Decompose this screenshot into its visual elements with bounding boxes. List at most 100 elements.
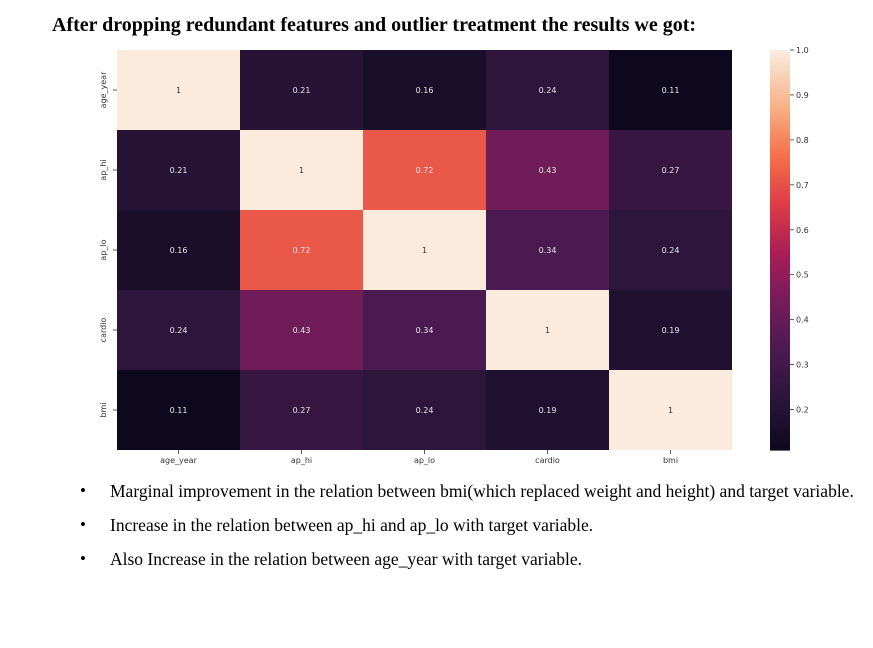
colorbar-segment: [770, 414, 790, 419]
colorbar-segment: [770, 142, 790, 147]
colorbar-segment: [770, 278, 790, 283]
colorbar-segment: [770, 338, 790, 343]
colorbar-segment: [770, 58, 790, 63]
bullet-list: • Marginal improvement in the relation b…: [80, 476, 870, 578]
colorbar-segment: [770, 122, 790, 127]
heatmap-cell-label: 1: [545, 326, 550, 335]
colorbar-segment: [770, 230, 790, 235]
colorbar-segment: [770, 394, 790, 399]
bullet-marker: •: [80, 549, 86, 568]
heatmap-cell: [117, 210, 240, 290]
colorbar-segment: [770, 118, 790, 123]
colorbar-segment: [770, 94, 790, 99]
colorbar-segment: [770, 234, 790, 239]
heatmap-cell-label: 0.72: [293, 246, 311, 255]
colorbar-segment: [770, 250, 790, 255]
heatmap-cell: [363, 370, 486, 450]
colorbar-segment: [770, 62, 790, 67]
colorbar-segment: [770, 210, 790, 215]
colorbar-segment: [770, 426, 790, 431]
colorbar-segment: [770, 258, 790, 263]
colorbar-segment: [770, 298, 790, 303]
row-tick-label: bmi: [99, 402, 108, 417]
heatmap-cell-label: 0.24: [416, 406, 434, 415]
colorbar-segment: [770, 102, 790, 107]
colorbar-segment: [770, 362, 790, 367]
colorbar-segment: [770, 194, 790, 199]
heatmap-cell-label: 1: [668, 406, 673, 415]
bullet-text: Also Increase in the relation between ag…: [110, 549, 582, 569]
colorbar-segment: [770, 406, 790, 411]
col-tick-label: age_year: [160, 456, 197, 465]
row-tick-label: age_year: [99, 71, 108, 108]
colorbar-segment: [770, 130, 790, 135]
colorbar-segment: [770, 322, 790, 327]
colorbar-segment: [770, 306, 790, 311]
colorbar-segment: [770, 434, 790, 439]
colorbar-segment: [770, 314, 790, 319]
colorbar-segment: [770, 378, 790, 383]
heatmap-cell-label: 0.21: [170, 166, 188, 175]
heatmap-cell-label: 0.34: [539, 246, 557, 255]
colorbar-segment: [770, 110, 790, 115]
heatmap-cell-label: 0.43: [539, 166, 557, 175]
colorbar-segment: [770, 366, 790, 371]
colorbar-segment: [770, 386, 790, 391]
colorbar-tick-label: 0.6: [796, 226, 809, 235]
colorbar-segment: [770, 370, 790, 375]
colorbar-segment: [770, 186, 790, 191]
bullet-item: • Increase in the relation between ap_hi…: [80, 510, 870, 540]
colorbar-segment: [770, 274, 790, 279]
row-tick-label: ap_lo: [99, 239, 108, 260]
colorbar-segment: [770, 182, 790, 187]
heatmap-cell: [117, 130, 240, 210]
colorbar-segment: [770, 422, 790, 427]
heatmap-cell-label: 0.34: [416, 326, 434, 335]
correlation-heatmap: 1 0.21 0.16 0.24 0.110.21 1 0.72 0.43 0.270.16 0.…: [99, 46, 809, 465]
colorbar-segment: [770, 174, 790, 179]
heatmap-cell: [609, 130, 732, 210]
colorbar-tick-label: 0.4: [796, 316, 809, 325]
colorbar-segment: [770, 158, 790, 163]
bullet-marker: •: [80, 481, 86, 500]
colorbar-segment: [770, 342, 790, 347]
colorbar-segment: [770, 86, 790, 91]
colorbar-segment: [770, 146, 790, 151]
colorbar-segment: [770, 418, 790, 423]
colorbar-segment: [770, 202, 790, 207]
colorbar-segment: [770, 238, 790, 243]
heatmap-cell: [486, 130, 609, 210]
heatmap-cell: [609, 290, 732, 370]
colorbar-segment: [770, 358, 790, 363]
heatmap-cell: [363, 130, 486, 210]
colorbar-segment: [770, 254, 790, 259]
heatmap-cell: [117, 290, 240, 370]
colorbar-segment: [770, 54, 790, 59]
colorbar-segment: [770, 398, 790, 403]
heatmap-cell-label: 1: [299, 166, 304, 175]
colorbar-segment: [770, 318, 790, 323]
heatmap-colorbar: 0.2 0.3 0.4 0.5 0.6 0.7 0.8 0.9 1.0: [770, 46, 809, 451]
bullet-marker: •: [80, 515, 86, 534]
colorbar-segment: [770, 350, 790, 355]
colorbar-segment: [770, 438, 790, 443]
heatmap-cell: [609, 370, 732, 450]
colorbar-segment: [770, 214, 790, 219]
colorbar-segment: [770, 74, 790, 79]
colorbar-segment: [770, 326, 790, 331]
row-tick-label: cardio: [99, 318, 108, 343]
heatmap-cell: [240, 370, 363, 450]
heatmap-cell-label: 1: [176, 86, 181, 95]
heatmap-cell-label: 0.16: [416, 86, 434, 95]
colorbar-segment: [770, 106, 790, 111]
heatmap-cell: [486, 290, 609, 370]
colorbar-segment: [770, 346, 790, 351]
heatmap-cell-label: 0.43: [293, 326, 311, 335]
colorbar-segment: [770, 270, 790, 275]
colorbar-segment: [770, 442, 790, 447]
colorbar-segment: [770, 310, 790, 315]
heatmap-col-labels: age_year ap_hi ap_lo cardio bmi: [160, 450, 678, 465]
heatmap-cell-label: 0.21: [293, 86, 311, 95]
colorbar-segment: [770, 78, 790, 83]
